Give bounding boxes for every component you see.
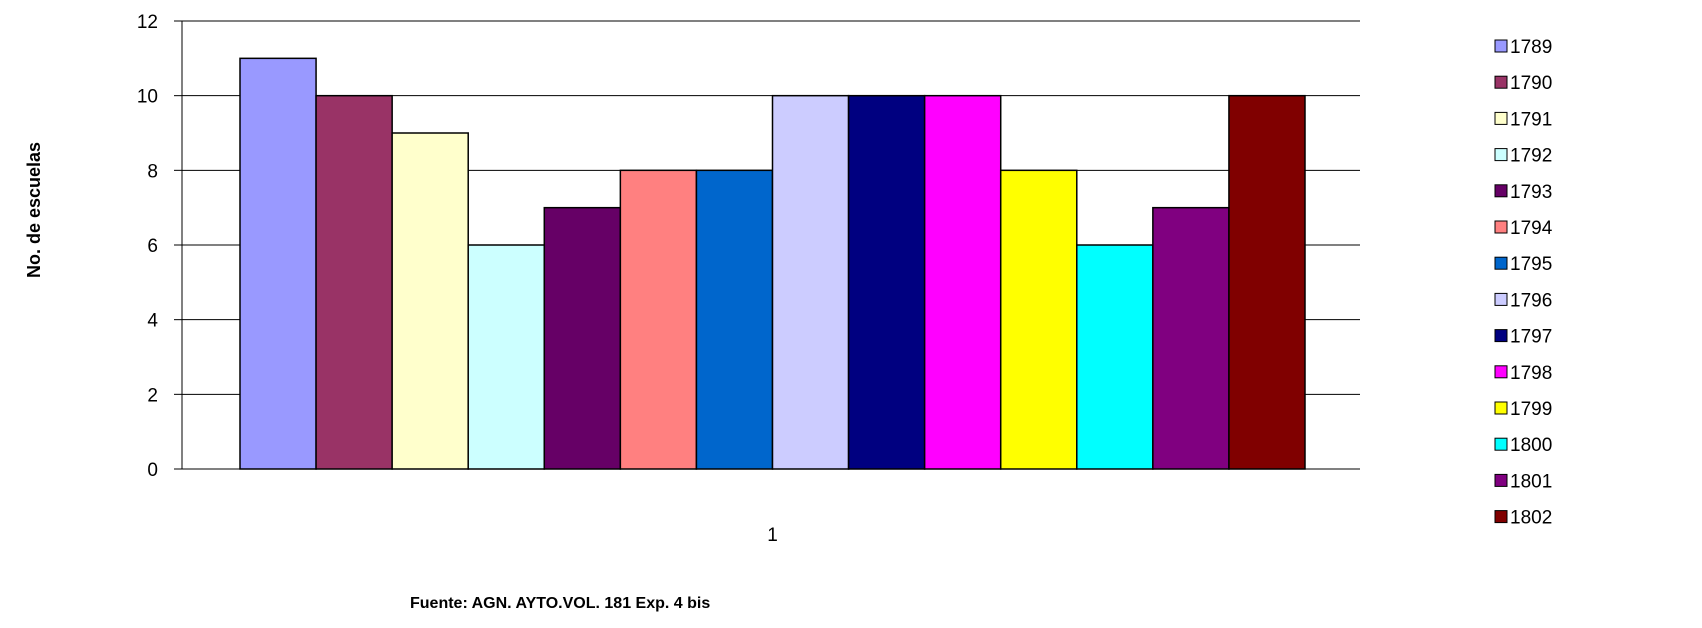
y-tick-label: 12 — [137, 12, 158, 33]
legend-label-1793: 1793 — [1510, 182, 1552, 203]
bar-1802 — [1228, 94, 1306, 470]
legend-swatch-1799 — [1494, 401, 1508, 415]
bar-1794 — [619, 169, 698, 470]
y-tick-label: 8 — [147, 161, 158, 182]
legend-label-1798: 1798 — [1510, 363, 1552, 384]
bar-1798 — [923, 94, 1002, 470]
legend-label-1795: 1795 — [1510, 254, 1552, 275]
legend-label-1792: 1792 — [1510, 146, 1552, 167]
legend-label-1796: 1796 — [1510, 290, 1552, 311]
bar-1795 — [695, 169, 774, 470]
legend: 1789 1790 1791 1792 1793 1794 1795 1796 1797 1798… — [1494, 37, 1553, 529]
legend-swatch-1791 — [1494, 111, 1508, 125]
bar-1791 — [391, 132, 469, 470]
bar-1800 — [1076, 244, 1154, 470]
legend-swatch-1797 — [1494, 329, 1508, 343]
bar-1796 — [771, 94, 850, 470]
legend-swatch-1796 — [1494, 292, 1508, 306]
bar-1801 — [1152, 206, 1230, 470]
legend-swatch-1794 — [1494, 220, 1508, 234]
legend-label-1790: 1790 — [1510, 73, 1552, 94]
legend-swatch-1802 — [1494, 510, 1508, 524]
bar-1789 — [239, 57, 317, 470]
bar-1790 — [315, 94, 393, 470]
legend-swatch-1792 — [1494, 148, 1508, 162]
y-tick-label: 2 — [147, 385, 158, 406]
bar-1799 — [999, 169, 1078, 470]
legend-swatch-1798 — [1494, 365, 1508, 379]
y-tick-label: 4 — [147, 311, 158, 332]
y-tick-label: 6 — [147, 236, 158, 257]
y-tick-label: 0 — [147, 460, 158, 481]
legend-label-1789: 1789 — [1510, 37, 1552, 58]
legend-swatch-1789 — [1494, 39, 1508, 53]
bar-1793 — [543, 206, 622, 470]
legend-label-1791: 1791 — [1510, 109, 1552, 130]
bar-1797 — [847, 94, 926, 470]
legend-swatch-1790 — [1494, 75, 1508, 89]
legend-label-1800: 1800 — [1510, 435, 1552, 456]
legend-swatch-1800 — [1494, 437, 1508, 451]
tick-labels: 0 2 4 6 8 10 12 1 — [137, 12, 778, 546]
bar-1792 — [467, 244, 546, 470]
legend-label-1794: 1794 — [1510, 218, 1553, 239]
legend-swatch-1793 — [1494, 184, 1508, 198]
legend-swatch-1801 — [1494, 473, 1508, 487]
bars — [239, 57, 1306, 470]
legend-label-1802: 1802 — [1510, 508, 1552, 529]
legend-label-1799: 1799 — [1510, 399, 1552, 420]
y-tick-label: 10 — [137, 87, 158, 108]
legend-label-1797: 1797 — [1510, 327, 1552, 348]
legend-swatch-1795 — [1494, 256, 1508, 270]
legend-label-1801: 1801 — [1510, 471, 1552, 492]
y-axis-title: No. de escuelas — [24, 142, 44, 278]
x-tick-label: 1 — [767, 525, 778, 546]
source-note: Fuente: AGN. AYTO.VOL. 181 Exp. 4 bis — [410, 595, 710, 612]
